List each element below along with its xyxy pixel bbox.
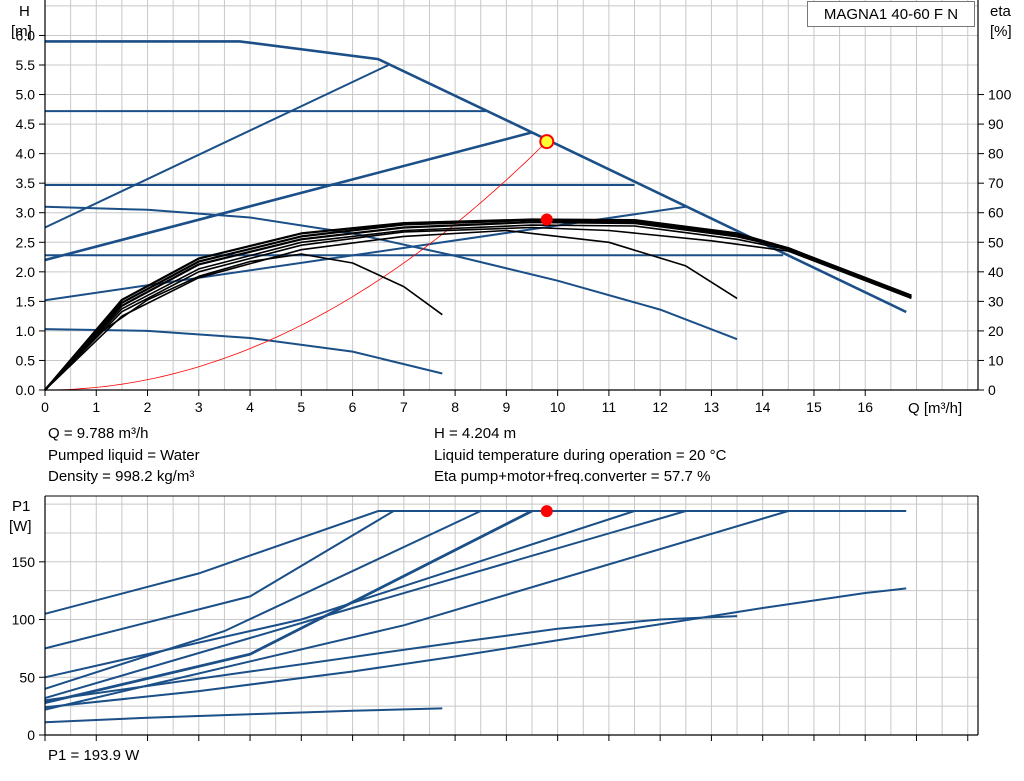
x-tick-label: 2 xyxy=(144,399,152,415)
y2-tick-label: 50 xyxy=(988,234,1004,250)
x-tick-label: 3 xyxy=(195,399,203,415)
x-tick-label: 11 xyxy=(602,399,617,415)
y-tick-label: 5.5 xyxy=(16,57,36,73)
power-readout: P1 = 193.9 W xyxy=(48,747,140,764)
power-curve xyxy=(44,509,533,705)
y2-tick-label: 90 xyxy=(988,116,1004,132)
efficiency-curve xyxy=(44,226,912,391)
y-tick-label: 4.5 xyxy=(16,116,36,132)
y2-tick-label: 80 xyxy=(988,146,1004,162)
head-curve-fixed-speed xyxy=(44,328,443,375)
x-axis-title: Q [m³/h] xyxy=(908,400,962,417)
y-tick-label: 4.0 xyxy=(16,146,36,162)
y2-axis-title-eta: eta xyxy=(990,3,1012,20)
x-tick-label: 13 xyxy=(704,399,720,415)
x-tick-label: 12 xyxy=(652,399,668,415)
x-tick-label: 1 xyxy=(92,399,100,415)
y2-tick-label: 0 xyxy=(988,382,996,398)
y2-tick-label: 60 xyxy=(988,205,1004,221)
power-curve xyxy=(44,587,907,709)
y-tick-label: 1.5 xyxy=(16,293,36,309)
x-tick-label: 7 xyxy=(400,399,408,415)
y-tick-label: 2.0 xyxy=(16,264,36,280)
p1-tick-label: 0 xyxy=(27,727,35,743)
flow-readout: Q = 9.788 m³/h xyxy=(48,425,149,442)
power-curve xyxy=(44,510,635,679)
head-curve-fixed-speed xyxy=(44,205,738,341)
x-tick-label: 5 xyxy=(297,399,305,415)
efficiency-readout: Eta pump+motor+freq.converter = 57.7 % xyxy=(434,468,711,485)
temperature-readout: Liquid temperature during operation = 20… xyxy=(434,447,727,464)
power-curve xyxy=(44,510,907,615)
y2-tick-label: 40 xyxy=(988,264,1004,280)
head-chart-axes: 0.0 0.5 1.0 1.5 2.0 2.5 3.0 3.5 4.0 4.5 5.0 5.5 6.0 0… xyxy=(16,0,1012,415)
x-tick-label: 0 xyxy=(41,399,49,415)
y-axis-unit-m: [m] xyxy=(11,23,32,40)
y-tick-label: 0.0 xyxy=(16,382,36,398)
efficiency-curve xyxy=(44,218,912,391)
p1-tick-label: 150 xyxy=(12,554,36,570)
x-tick-label: 14 xyxy=(755,399,771,415)
y-axis-title-h: H xyxy=(19,3,30,20)
pumped-liquid-readout: Pumped liquid = Water xyxy=(48,447,200,464)
head-curve-max xyxy=(45,40,907,314)
p1-axis-title: P1 xyxy=(12,498,30,515)
system-curve xyxy=(45,141,548,391)
x-tick-label: 4 xyxy=(246,399,254,415)
y2-tick-label: 30 xyxy=(988,293,1004,309)
y-tick-label: 5.0 xyxy=(16,87,36,103)
power-chart-axes: 0 50 100 150 xyxy=(12,495,979,743)
efficiency-curve xyxy=(44,229,738,391)
y2-tick-label: 20 xyxy=(988,323,1004,339)
power-curve xyxy=(44,510,482,690)
power-curve xyxy=(44,510,395,650)
y-tick-label: 3.0 xyxy=(16,205,36,221)
density-readout: Density = 998.2 kg/m³ xyxy=(48,468,195,485)
x-tick-label: 8 xyxy=(451,399,459,415)
y-tick-label: 1.0 xyxy=(16,323,36,339)
y2-tick-label: 100 xyxy=(988,87,1012,103)
p1-tick-label: 100 xyxy=(12,612,36,628)
power-curve xyxy=(44,615,738,702)
head-curve-proportional-bold xyxy=(44,131,533,262)
y-tick-label: 3.5 xyxy=(16,175,36,191)
x-tick-label: 9 xyxy=(502,399,510,415)
power-chart-grid xyxy=(44,496,978,736)
x-tick-label: 10 xyxy=(550,399,566,415)
y-tick-label: 2.5 xyxy=(16,234,36,250)
y-tick-label: 6.0 xyxy=(16,27,36,43)
power-chart-curves xyxy=(44,505,907,724)
head-duty-point xyxy=(539,134,555,150)
p1-axis-unit: [W] xyxy=(9,518,32,535)
head-readout: H = 4.204 m xyxy=(434,425,517,442)
head-chart-curves xyxy=(44,40,912,391)
power-curve xyxy=(44,510,789,711)
power-duty-point xyxy=(540,505,553,518)
y2-axis-unit-percent: [%] xyxy=(990,23,1012,40)
x-tick-label: 16 xyxy=(857,399,873,415)
head-chart-grid xyxy=(44,0,978,391)
p1-tick-label: 50 xyxy=(19,669,35,685)
pump-model-label: MAGNA1 40-60 F N xyxy=(807,1,975,27)
y2-tick-label: 10 xyxy=(988,352,1004,368)
efficiency-curve xyxy=(44,224,912,391)
y-tick-label: 0.5 xyxy=(16,352,36,368)
efficiency-duty-point xyxy=(540,213,553,226)
power-curve xyxy=(44,510,687,700)
head-curve-proportional xyxy=(44,64,389,229)
x-tick-label: 15 xyxy=(806,399,822,415)
y2-tick-label: 70 xyxy=(988,175,1004,191)
x-tick-label: 6 xyxy=(349,399,357,415)
power-curve xyxy=(44,707,443,724)
